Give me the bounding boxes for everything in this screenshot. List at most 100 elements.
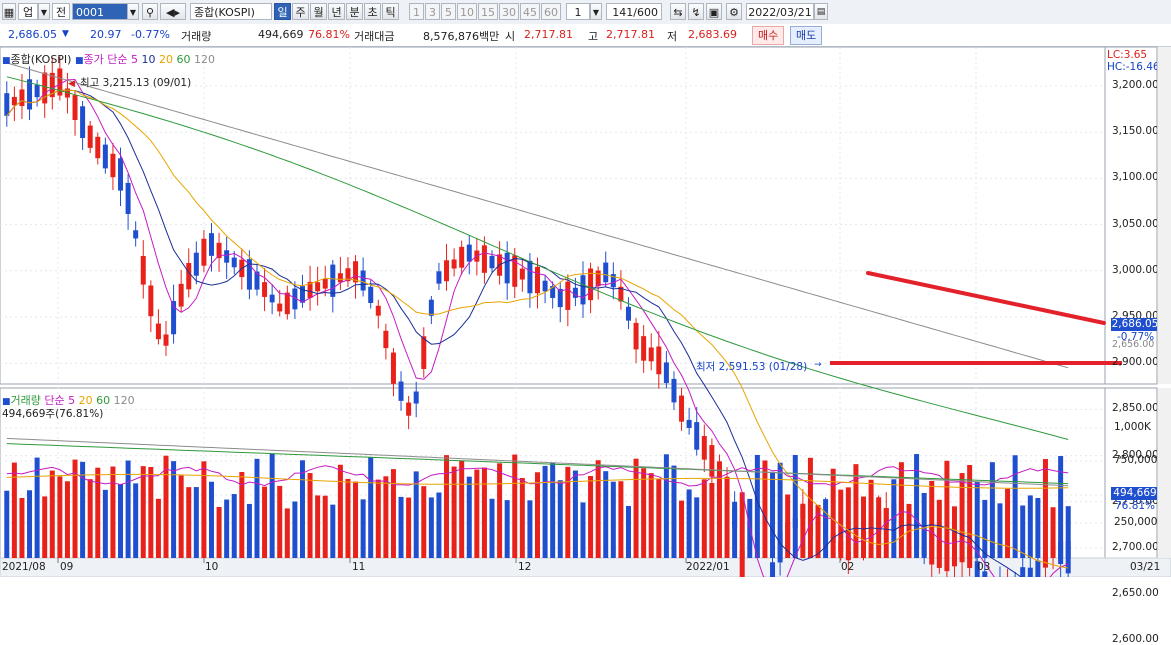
volume-bar [542, 465, 548, 558]
gear-icon[interactable]: ⚙ [726, 3, 742, 20]
interval-button[interactable]: 30 [499, 3, 519, 20]
volume-bar [648, 473, 654, 558]
low-value: 2,683.69 [688, 28, 737, 41]
volume-bar [967, 464, 973, 558]
volume-bar [307, 473, 313, 558]
search-icon[interactable]: ⚲ [142, 3, 158, 20]
speaker-icon[interactable]: ◀▸ [160, 3, 186, 20]
volume-bar [474, 469, 480, 558]
period-tab[interactable]: 년 [328, 3, 345, 20]
price-current-pct: -0.77% [1117, 331, 1155, 343]
vma20-label: 20 [78, 394, 93, 407]
price-axis-label: 3,000.00 [1112, 263, 1159, 276]
ma120-line [6, 62, 1069, 369]
date-axis-label: 10 [205, 561, 219, 573]
period-tab[interactable]: 분 [346, 3, 363, 20]
date-axis-label: 02 [841, 561, 855, 573]
period-tab[interactable]: 주 [292, 3, 309, 20]
volume-legend-name: 거래량 [10, 394, 41, 407]
interval-button[interactable]: 60 [541, 3, 561, 20]
period-select[interactable]: 전 [52, 3, 70, 20]
amount-label: 거래대금 [354, 30, 395, 43]
volume-current-box: 494,669 [1111, 487, 1159, 500]
ma10-label: 10 [141, 53, 156, 66]
interval-button[interactable]: 5 [441, 3, 456, 20]
chart-tool-icon[interactable]: ⇆ [670, 3, 686, 20]
unit-input[interactable]: 1 [566, 3, 590, 20]
candle-body [724, 476, 730, 505]
candle-body [216, 242, 222, 259]
volume-bar [1035, 498, 1041, 558]
volume-bar [292, 501, 298, 558]
period-tab[interactable]: 틱 [382, 3, 399, 20]
price-axis-label: 2,650.00 [1112, 587, 1159, 600]
vma60-line [6, 443, 1069, 485]
candle-body [345, 268, 351, 282]
candle-body [49, 72, 55, 98]
date-axis-label: 2021/08 [2, 561, 46, 573]
volume-legend: ■거래량 단순 5 20 60 120 [2, 392, 135, 408]
volume-bar [466, 476, 472, 558]
count-input[interactable]: 141/600 [606, 3, 662, 20]
unit-dropdown-icon[interactable]: ▼ [590, 3, 602, 20]
code-input[interactable]: 0001 [72, 3, 128, 20]
price-scrollbar[interactable] [1157, 47, 1171, 384]
volume-bar [406, 497, 412, 558]
code-dropdown-icon[interactable]: ▼ [127, 3, 139, 20]
interval-button[interactable]: 45 [520, 3, 540, 20]
period-tab[interactable]: 일 [274, 3, 291, 20]
volume-bar [489, 498, 495, 558]
candle-body [459, 246, 465, 268]
period-tab[interactable]: 월 [310, 3, 327, 20]
volume-bar [550, 462, 556, 558]
volume-bar [800, 504, 806, 558]
candle-body [512, 255, 518, 287]
price-axis-label: 2,700.00 [1112, 541, 1159, 553]
date-axis-label: 12 [518, 561, 532, 573]
calendar-icon[interactable]: ▤ [814, 3, 828, 20]
candle-body [588, 268, 594, 301]
candle-body [535, 266, 540, 294]
buy-button[interactable]: 매수 [752, 26, 785, 45]
price-axis-label: 3,050.00 [1112, 217, 1159, 230]
candle-body [193, 252, 199, 276]
market-select[interactable]: 업 [18, 3, 38, 20]
candle-body [1027, 567, 1033, 577]
volume-bar [823, 499, 829, 558]
candle-body [580, 275, 586, 305]
grid-icon[interactable]: ▦ [2, 3, 16, 20]
volume-bar [125, 460, 131, 558]
save-icon[interactable]: ▣ [706, 3, 722, 20]
candle-body [292, 288, 298, 310]
volume-scrollbar[interactable] [1157, 388, 1171, 558]
date-axis-label: 09 [60, 561, 74, 573]
price-current-box: 2,686.05 [1111, 318, 1159, 331]
candle-body [398, 381, 404, 401]
interval-button[interactable]: 1 [409, 3, 424, 20]
interval-button[interactable]: 15 [478, 3, 498, 20]
volume-bar [853, 464, 859, 558]
ma20-label: 20 [158, 53, 173, 66]
volume-bar [353, 481, 359, 558]
volume-bar [413, 471, 419, 558]
price-axis-label: 3,200.00 [1112, 79, 1159, 91]
candle-body [27, 79, 33, 110]
chevron-down-icon[interactable]: ▼ [38, 3, 50, 20]
candle-body [140, 255, 146, 285]
period-tab[interactable]: 초 [364, 3, 381, 20]
price-volume-chart[interactable] [0, 0, 1171, 577]
candle-body [610, 274, 616, 288]
volume-bar [739, 492, 745, 558]
date-input[interactable]: 2022/03/21 [746, 3, 814, 20]
volume-label: 거래량 [181, 30, 212, 43]
volume-bar [57, 476, 63, 558]
candle-body [133, 230, 139, 239]
interval-button[interactable]: 3 [425, 3, 440, 20]
sell-button[interactable]: 매도 [790, 26, 823, 45]
chart-compare-icon[interactable]: ↯ [688, 3, 704, 20]
interval-button[interactable]: 10 [457, 3, 477, 20]
volume-bar [254, 458, 260, 558]
volume-bar [262, 486, 268, 558]
price-current-sub: 2,656.00 [1112, 339, 1155, 350]
ma120-label: 120 [193, 53, 215, 66]
